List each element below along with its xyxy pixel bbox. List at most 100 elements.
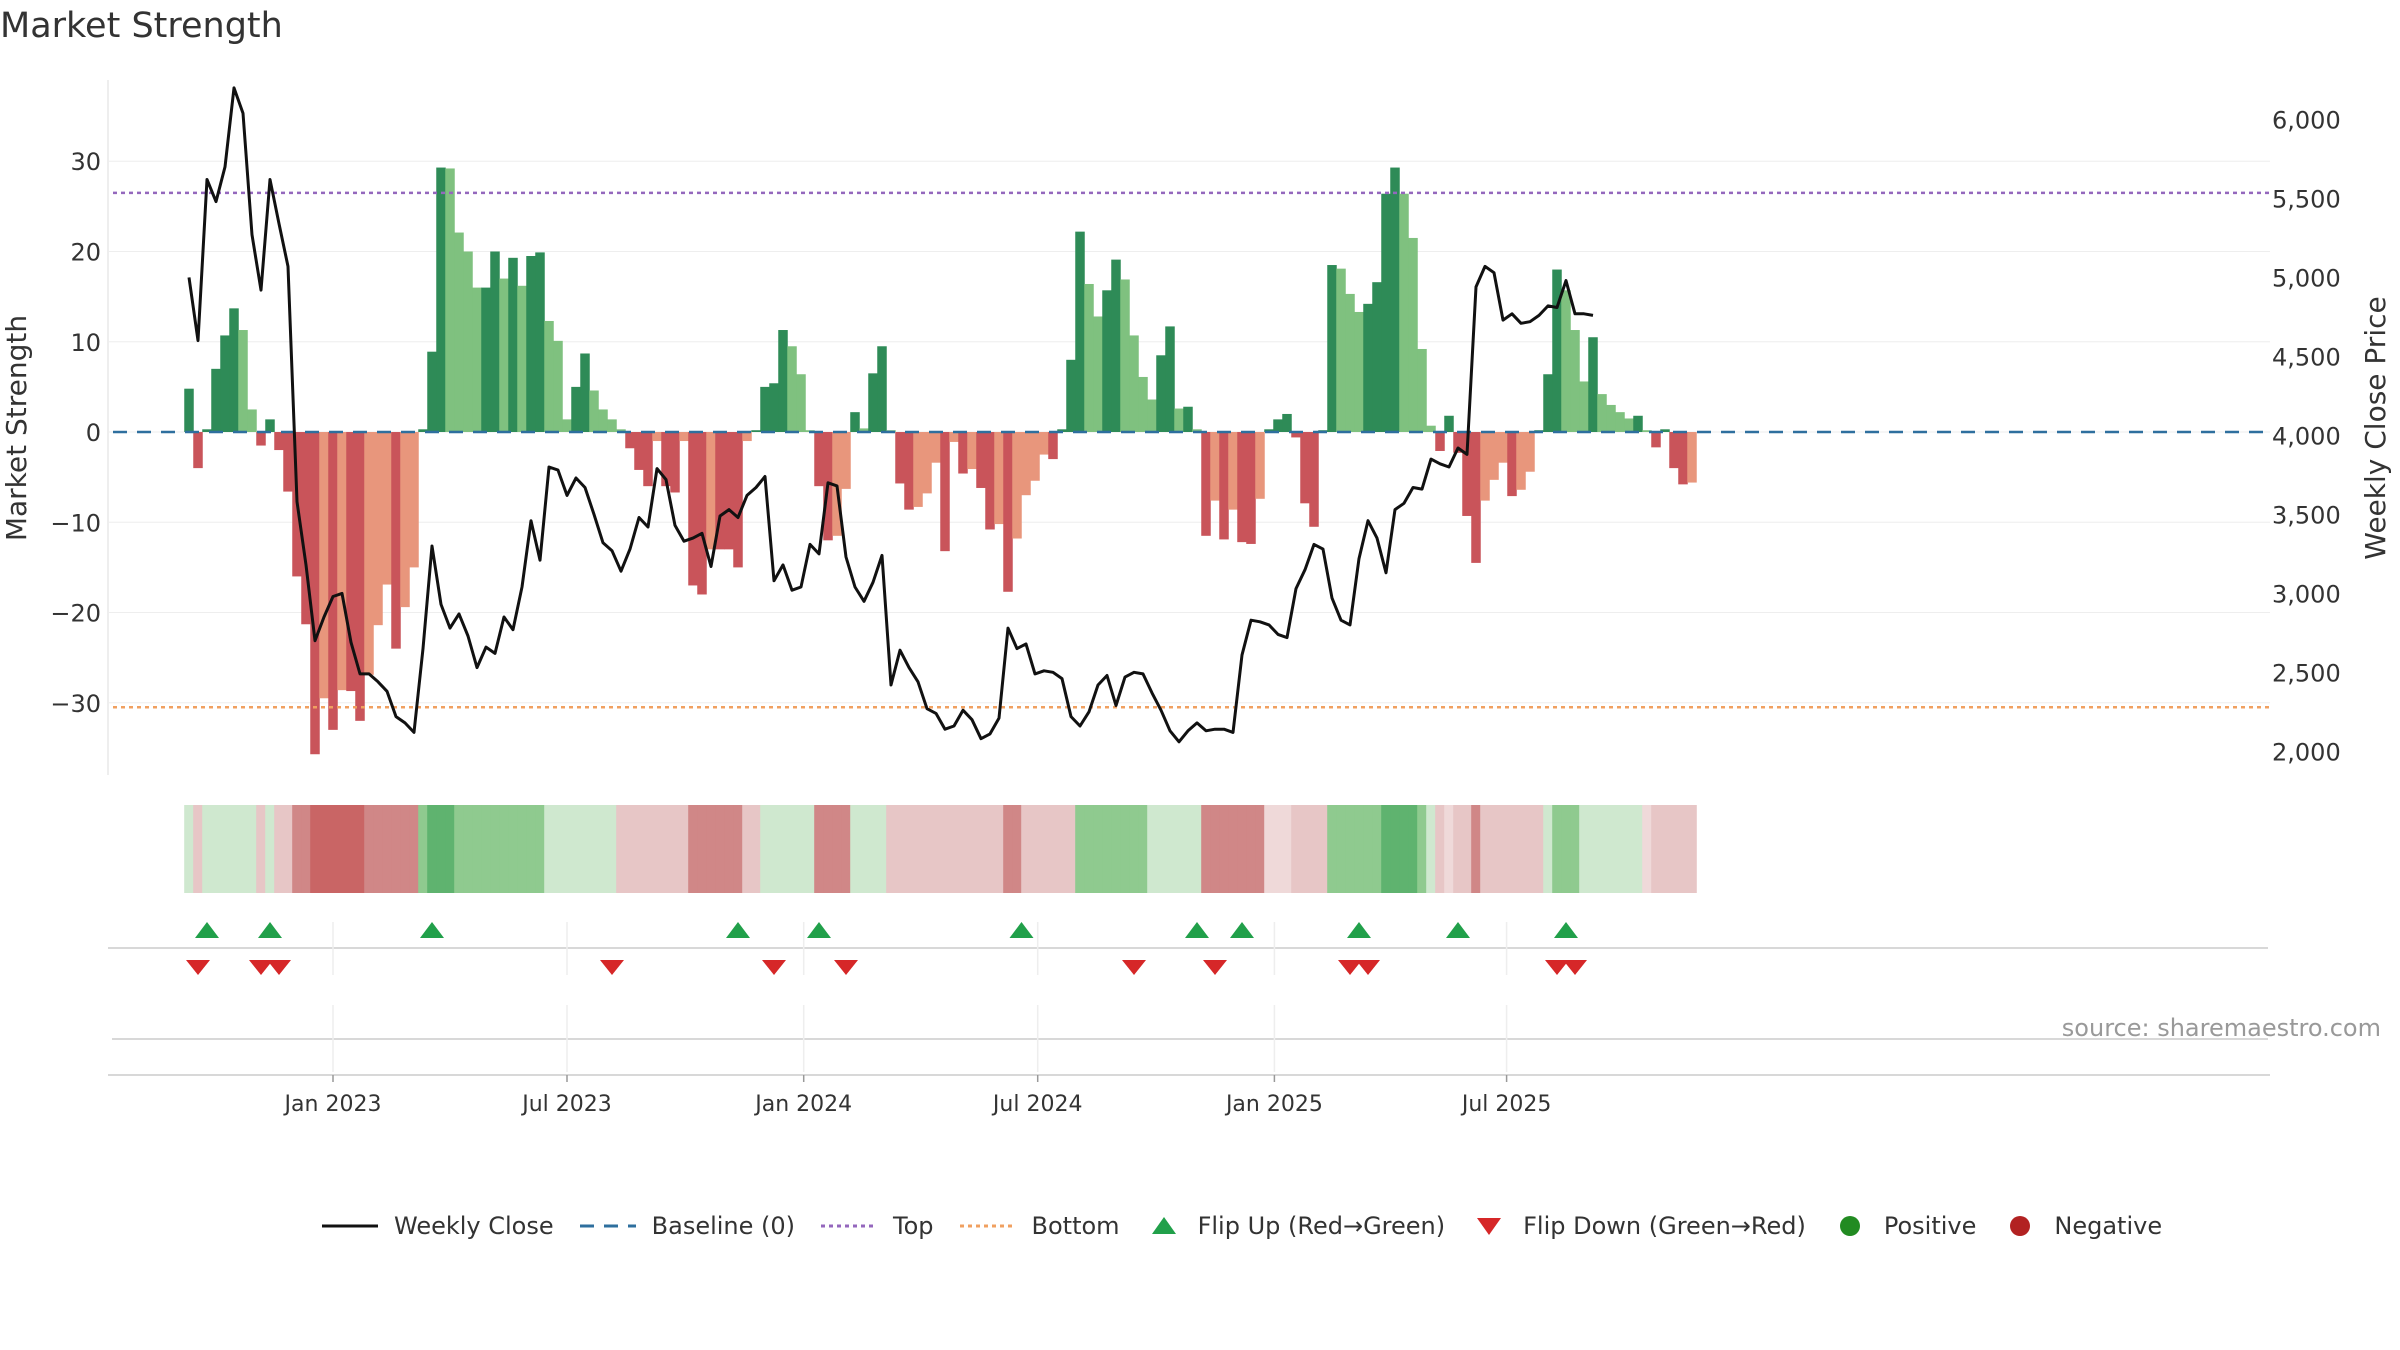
heat-cell: [265, 805, 275, 893]
heat-cell: [1129, 805, 1139, 893]
right-axis-title: Weekly Close Price: [2359, 296, 2392, 559]
strength-bar: [1561, 290, 1571, 433]
strength-bar: [796, 374, 806, 433]
heat-cell: [904, 805, 914, 893]
heat-cell: [832, 805, 842, 893]
heat-cell: [1435, 805, 1445, 893]
strength-bar: [1372, 282, 1382, 433]
strength-bar: [859, 428, 869, 433]
strength-bar: [184, 388, 194, 433]
left-axis-title: Market Strength: [0, 315, 33, 541]
strength-bar: [364, 432, 374, 675]
legend-weekly-close[interactable]: Weekly Close: [320, 1212, 554, 1240]
strength-bar: [1174, 408, 1184, 433]
heat-cell: [1354, 805, 1364, 893]
heat-cell: [1390, 805, 1400, 893]
strength-bar: [985, 432, 995, 530]
flip-up-marker: [1554, 922, 1578, 938]
heat-cell: [643, 805, 653, 893]
strength-bar: [1039, 432, 1049, 455]
triangle-up-icon: [1151, 1217, 1176, 1234]
strength-bar: [202, 429, 212, 433]
heat-cell: [319, 805, 329, 893]
heat-cell: [1552, 805, 1562, 893]
strength-bar: [1615, 412, 1625, 433]
x-tick-label: Jul 2023: [520, 1092, 612, 1117]
legend-positive[interactable]: Positive: [1830, 1212, 1977, 1240]
flip-down-marker: [249, 960, 273, 975]
line-swatch-icon: [322, 1224, 378, 1228]
strength-bar: [1237, 432, 1247, 543]
heat-cell: [805, 805, 815, 893]
heat-cell: [1084, 805, 1094, 893]
legend-flip-down[interactable]: Flip Down (Green→Red): [1469, 1212, 1806, 1240]
strength-bar: [679, 432, 689, 442]
strength-bar: [301, 432, 311, 625]
legend: Weekly Close Baseline (0) Top Bottom Fli…: [320, 1208, 2186, 1244]
strength-bar: [1624, 418, 1634, 433]
heat-cell: [373, 805, 383, 893]
strength-bar: [670, 432, 680, 493]
x-tick-label: Jan 2025: [1224, 1092, 1323, 1117]
heat-cell: [1291, 805, 1301, 893]
legend-flip-up[interactable]: Flip Up (Red→Green): [1144, 1212, 1445, 1240]
heat-cell: [202, 805, 212, 893]
strength-bar: [1309, 432, 1319, 527]
strength-bar: [211, 368, 221, 433]
strength-bar: [1480, 432, 1490, 501]
heat-cell: [1579, 805, 1589, 893]
heat-cell: [1012, 805, 1022, 893]
strength-bar: [1687, 432, 1697, 483]
right-tick-label: 4,500: [2272, 343, 2341, 371]
heat-cell: [1453, 805, 1463, 893]
strength-bar: [553, 340, 563, 433]
flip-down-marker: [834, 960, 858, 975]
dashed-line-swatch-icon: [579, 1224, 636, 1228]
strength-bar: [1282, 413, 1292, 433]
strength-bar: [1165, 326, 1175, 433]
heat-cell: [1417, 805, 1427, 893]
dotted-line-swatch-icon: [821, 1224, 878, 1228]
heat-cell: [292, 805, 302, 893]
heat-cell: [1624, 805, 1634, 893]
heat-cell: [1525, 805, 1535, 893]
legend-top[interactable]: Top: [819, 1212, 934, 1240]
strength-bar: [1093, 316, 1103, 433]
heat-cell: [562, 805, 572, 893]
heat-cell: [337, 805, 347, 893]
strength-bar: [1417, 348, 1427, 433]
strength-bar: [778, 330, 788, 433]
left-tick-label: 10: [70, 329, 101, 357]
strength-bar: [1336, 268, 1346, 433]
strength-bar: [931, 432, 941, 463]
strength-bar: [832, 432, 842, 536]
flip-up-marker: [807, 922, 831, 938]
heat-cell: [580, 805, 590, 893]
heat-cell: [949, 805, 959, 893]
strength-bar: [1390, 167, 1400, 433]
strength-bar: [355, 432, 365, 721]
strength-bar: [346, 432, 356, 692]
heat-cell: [1561, 805, 1571, 893]
heat-cell: [301, 805, 311, 893]
legend-label-positive: Positive: [1883, 1212, 1977, 1240]
flip-up-marker: [1185, 922, 1209, 938]
right-tick-label: 6,000: [2272, 106, 2341, 134]
strength-bar: [1201, 432, 1211, 536]
heat-cell: [1219, 805, 1229, 893]
weekly-close-line: [187, 86, 1594, 744]
legend-bottom[interactable]: Bottom: [958, 1212, 1120, 1240]
heat-cell: [1669, 805, 1679, 893]
strength-bar: [769, 383, 779, 433]
strength-bar: [589, 390, 599, 433]
heat-cell: [967, 805, 977, 893]
heat-cell: [931, 805, 941, 893]
flip-down-marker: [1203, 960, 1227, 975]
flip-up-marker: [1446, 922, 1470, 938]
strength-bar: [742, 432, 752, 442]
strength-bar: [661, 432, 671, 487]
legend-baseline[interactable]: Baseline (0): [578, 1212, 795, 1240]
heat-cell: [697, 805, 707, 893]
strength-bar: [1678, 432, 1688, 485]
legend-negative[interactable]: Negative: [2000, 1212, 2162, 1240]
